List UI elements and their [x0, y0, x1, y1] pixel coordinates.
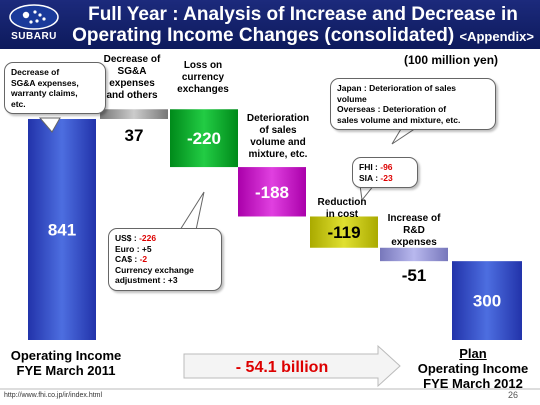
- page-title-line2: Operating Income Changes (consolidated) …: [72, 25, 534, 47]
- label-sales: Deterioration of sales volume and mixtur…: [246, 113, 310, 160]
- callout-sales-overseas: Overseas : Deterioration of sales volume…: [337, 104, 461, 125]
- start-total-title: Operating Income FYE March 2011: [2, 348, 130, 378]
- header-bar: SUBARU Full Year : Analysis of Increase …: [0, 0, 540, 49]
- bar-6: [452, 261, 522, 340]
- sia-value: -23: [380, 172, 393, 183]
- bar-label-6: 300: [473, 292, 501, 311]
- unit-label: (100 million yen): [404, 53, 499, 67]
- bar-5: [380, 247, 448, 262]
- page-title-main: Operating Income Changes (consolidated): [72, 25, 455, 46]
- bar-label-3: -188: [255, 183, 289, 202]
- label-rd: Increase of R&D expenses: [387, 213, 441, 248]
- callout-fx-detail: US$ : -226 Euro : +5 CA$ : -2 Currency e…: [108, 228, 222, 291]
- label-cost: Reduction in cost: [317, 197, 367, 220]
- label-fx: Loss on currency exchanges: [177, 60, 229, 95]
- bar-label-2: -220: [187, 129, 221, 148]
- bar-1: [100, 109, 168, 119]
- page-title-tag: <Appendix>: [459, 29, 534, 44]
- callout-us-line: US$ : -226: [115, 233, 215, 244]
- sia-label: SIA :: [359, 172, 381, 183]
- start-title-line1: Operating Income: [10, 348, 122, 363]
- bar-3: [238, 167, 306, 217]
- us-value: -226: [139, 233, 157, 243]
- label-sga: Decrease of SG&A expenses and others: [103, 54, 161, 101]
- start-title-line2: FYE March 2011: [16, 363, 116, 378]
- page-number: 26: [508, 390, 519, 400]
- callout-fx-other: Currency exchange adjustment : +3: [115, 264, 194, 286]
- footer-url-link[interactable]: http://www.fhi.co.jp/ir/index.html: [4, 392, 103, 399]
- callout-sales-japan: Japan : Deterioration of sales volume: [337, 83, 457, 104]
- end-title-line2: FYE March 2012: [423, 376, 523, 391]
- us-label: US$ :: [115, 233, 140, 243]
- sga-callout-tail: [38, 117, 61, 133]
- summary-label: - 54.1 billion: [236, 359, 328, 376]
- ca-value: -2: [139, 254, 148, 264]
- summary-arrow: [183, 344, 401, 388]
- bar-label-0: 841: [48, 220, 76, 239]
- callout-euro-line: Euro : +5: [115, 243, 152, 254]
- end-title-line1: Operating Income: [417, 361, 529, 376]
- callout-sga-note: Decrease of SG&A expenses, warranty clai…: [4, 62, 106, 114]
- bar-4: [310, 216, 378, 248]
- callout-sia-line: SIA : -23: [359, 173, 411, 184]
- callout-ca-line: CA$ : -2: [115, 254, 215, 265]
- bar-2: [170, 109, 238, 168]
- page-title-line1: Full Year : Analysis of Increase and Dec…: [88, 4, 518, 25]
- fhi-value: -96: [380, 162, 393, 172]
- plan-label: Plan: [459, 346, 487, 361]
- callout-cost-detail: FHI : -96 SIA : -23: [352, 157, 418, 188]
- end-total-title: Plan Operating Income FYE March 2012: [408, 346, 538, 391]
- callout-sales-detail: Japan : Deterioration of sales volume Ov…: [330, 78, 496, 130]
- callout-fhi-line: FHI : -96: [359, 162, 411, 173]
- fx-callout-tail: [179, 191, 205, 231]
- bar-label-5: -51: [402, 266, 427, 285]
- bar-label-1: 37: [125, 126, 144, 145]
- bar-0: [28, 118, 96, 340]
- ca-label: CA$ :: [115, 254, 140, 264]
- brand-wordmark: SUBARU: [11, 31, 57, 42]
- subaru-logo-icon: [9, 4, 59, 30]
- bar-label-4: -119: [327, 223, 360, 242]
- fhi-label: FHI :: [359, 162, 381, 172]
